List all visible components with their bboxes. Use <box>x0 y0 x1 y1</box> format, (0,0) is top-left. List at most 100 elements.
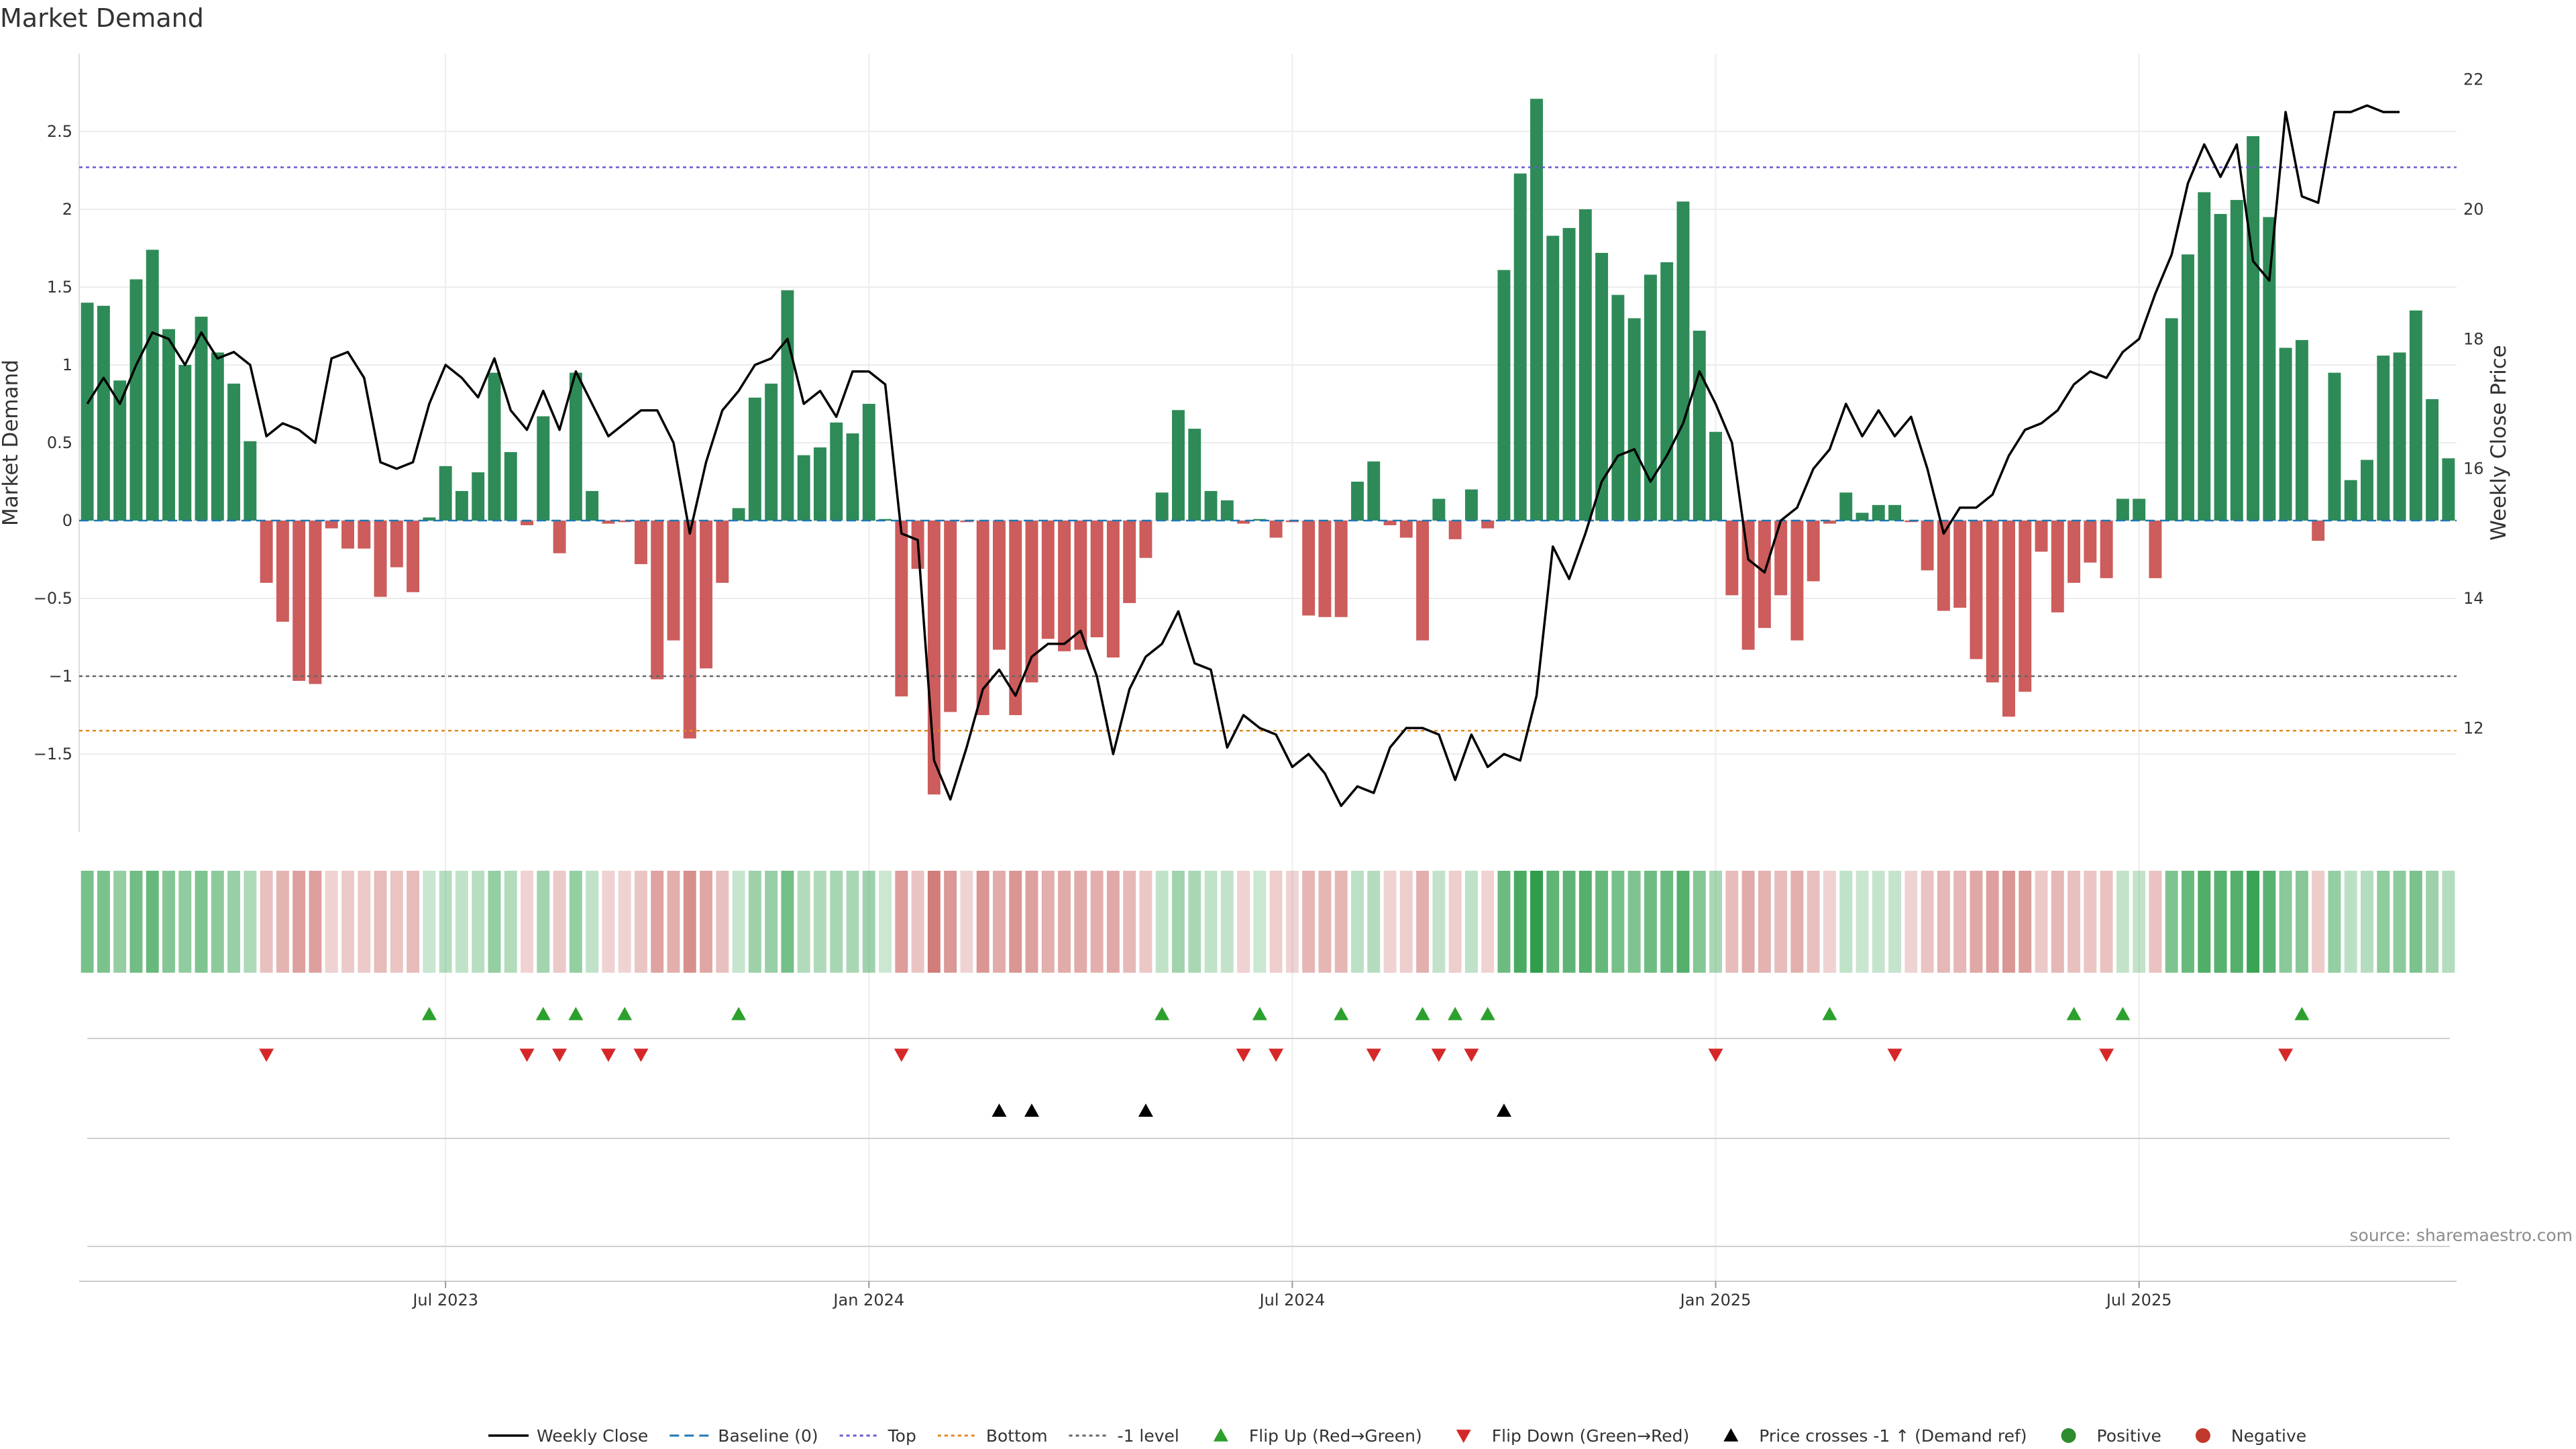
heat-cell <box>1904 871 1918 973</box>
demand-bar <box>569 372 582 521</box>
demand-bar <box>260 521 273 583</box>
legend-swatch <box>1456 1430 1471 1443</box>
heat-cell <box>569 871 582 973</box>
demand-bar <box>1758 521 1771 629</box>
heat-cell <box>2100 871 2113 973</box>
demand-bar <box>1953 521 1967 608</box>
demand-bar <box>1676 201 1690 521</box>
heat-cell <box>1383 871 1397 973</box>
y-left-tick-label: −1.5 <box>34 745 72 763</box>
demand-bar <box>1644 274 1657 521</box>
demand-bar <box>211 352 224 521</box>
demand-bar <box>895 521 908 697</box>
heat-cell <box>716 871 729 973</box>
demand-bar <box>2165 318 2178 521</box>
y-left-tick-label: 0.5 <box>47 433 72 452</box>
heat-cell <box>80 871 94 973</box>
demand-bar <box>2409 310 2422 521</box>
demand-bar <box>2312 521 2325 541</box>
chart-title: Market Demand <box>0 3 204 33</box>
demand-bar <box>1464 489 1478 521</box>
demand-bar <box>667 521 680 641</box>
demand-bar <box>830 422 843 521</box>
heat-cell <box>2230 871 2243 973</box>
demand-bar <box>813 447 826 521</box>
y-left-tick-label: −1 <box>49 667 72 686</box>
demand-bar <box>1302 521 1316 616</box>
heat-cell <box>1399 871 1413 973</box>
heat-cell <box>1204 871 1218 973</box>
heat-cell <box>2084 871 2097 973</box>
demand-heat-strip <box>80 871 2455 973</box>
demand-bar <box>1106 521 1120 658</box>
demand-bar <box>80 303 94 521</box>
demand-bar <box>2035 521 2048 552</box>
demand-bar <box>1188 429 1201 521</box>
weekly-close-line <box>86 104 2400 808</box>
y-right-axis-title: Weekly Close Price <box>2487 345 2511 541</box>
heat-cell <box>2361 871 2373 973</box>
demand-bar <box>1269 521 1283 538</box>
demand-bar <box>1497 270 1511 521</box>
heat-cell <box>2279 871 2292 973</box>
flip-up-marker <box>568 1007 584 1020</box>
demand-bar <box>358 521 371 549</box>
heat-cell <box>374 871 387 973</box>
demand-bar <box>1041 521 1055 639</box>
demand-bar <box>2442 458 2455 521</box>
legend-swatch <box>2061 1428 2076 1443</box>
flip-down-marker <box>2278 1049 2294 1062</box>
heat-cell <box>1448 871 1462 973</box>
demand-bar <box>276 521 289 622</box>
demand-bar <box>341 521 354 549</box>
demand-bar <box>1172 410 1185 521</box>
demand-bar <box>97 305 110 521</box>
demand-bar <box>634 521 647 564</box>
demand-bar <box>1741 521 1755 650</box>
legend-swatch <box>2195 1428 2210 1443</box>
demand-bar <box>1807 521 1820 582</box>
heat-cell <box>1253 871 1267 973</box>
demand-bar <box>407 521 420 592</box>
heat-cell <box>1807 871 1820 973</box>
demand-bar <box>1774 521 1788 596</box>
heat-cell <box>1562 871 1576 973</box>
heat-cell <box>748 871 761 973</box>
heat-cell <box>1725 871 1739 973</box>
flip-up-marker <box>617 1007 633 1020</box>
demand-bar <box>423 517 436 521</box>
demand-bar <box>2084 521 2097 563</box>
heat-cell <box>2116 871 2129 973</box>
heat-cell <box>1741 871 1755 973</box>
demand-bar <box>1660 262 1674 521</box>
heat-cell <box>1123 871 1136 973</box>
price-cross-marker <box>1138 1104 1153 1117</box>
demand-bar <box>2182 254 2194 521</box>
heat-cell <box>1041 871 1055 973</box>
flip-up-marker <box>421 1007 437 1020</box>
flip-up-marker <box>2115 1007 2131 1020</box>
heat-cell <box>113 871 127 973</box>
demand-bar <box>1204 490 1218 521</box>
heat-cell <box>1481 871 1495 973</box>
heat-cell <box>1676 871 1690 973</box>
demand-bar <box>1513 173 1527 521</box>
legend-label: Weekly Close <box>537 1426 648 1446</box>
flip-down-marker <box>633 1049 649 1062</box>
flip-up-marker <box>1252 1007 1267 1020</box>
flip-down-marker <box>1236 1049 1251 1062</box>
heat-cell <box>2263 871 2276 973</box>
y-left-axis-title: Market Demand <box>0 360 23 526</box>
demand-bar <box>1839 492 1853 521</box>
heat-cell <box>813 871 826 973</box>
demand-bar <box>455 490 468 521</box>
heat-cell <box>1318 871 1332 973</box>
x-tick-label: Jul 2024 <box>1258 1291 1326 1309</box>
heat-cell <box>1334 871 1348 973</box>
demand-bar <box>390 521 403 568</box>
heat-cell <box>1595 871 1609 973</box>
demand-bar <box>1237 521 1250 524</box>
heat-cell <box>667 871 680 973</box>
heat-cell <box>2149 871 2162 973</box>
